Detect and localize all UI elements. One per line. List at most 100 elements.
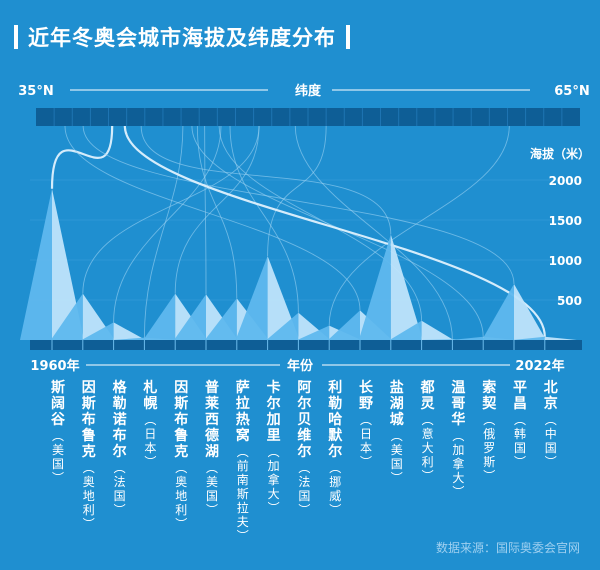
city-name-label: 哥: [451, 396, 465, 412]
city-country-label: ︵: [114, 461, 126, 475]
latitude-link-curve: [82, 125, 515, 285]
altitude-peak-lit: [390, 234, 423, 340]
city-country-label: 利: [83, 503, 95, 517]
city-country-label: 拿: [268, 472, 280, 487]
city-country-label: ︶: [237, 529, 249, 543]
city-country-label: 国: [52, 457, 64, 471]
city-country-label: ︶: [268, 501, 280, 515]
city-name-label: 野: [359, 396, 373, 412]
altitude-tick-label: 2000: [549, 174, 582, 188]
altitude-axis-label: 海拔（米）: [530, 146, 590, 161]
title-left-bar: [14, 25, 18, 49]
city-country-label: 拿: [452, 456, 464, 471]
city-name-label: 长: [359, 379, 374, 396]
city-name-label: 平: [513, 380, 527, 396]
city-country-label: 大: [268, 487, 280, 501]
altitude-peak-lit: [544, 336, 577, 340]
city-country-label: ︵: [206, 461, 218, 475]
year-band: [30, 340, 582, 350]
city-name-label: 契: [481, 395, 497, 412]
city-country-label: ︵: [144, 413, 156, 427]
title-block: 近年冬奥会城市海拔及纬度分布: [14, 24, 350, 50]
city-name-label: 鲁: [173, 427, 188, 444]
altitude-peak-lit: [514, 284, 546, 340]
city-country-label: 斯: [483, 455, 495, 469]
altitude-tick-label: 1500: [549, 214, 582, 228]
title-right-bar: [346, 25, 350, 49]
city-name-label: 利: [328, 379, 342, 396]
city-country-label: 夫: [237, 515, 249, 529]
city-country-label: 美: [206, 475, 218, 489]
city-country-label: ︵: [452, 429, 464, 443]
city-name-label: 尔: [328, 443, 342, 460]
latitude-link-curve: [196, 125, 238, 299]
altitude-peak: [328, 310, 360, 340]
city-country-label: ︶: [545, 455, 557, 469]
city-name-label: 温: [451, 380, 465, 396]
city-name-label: 湖: [390, 396, 404, 412]
city-name-label: 默: [328, 428, 343, 444]
city-name-label: 湖: [205, 444, 219, 460]
city-name-label: 布: [113, 427, 127, 444]
city-country-label: ︶: [83, 517, 95, 531]
city-country-label: ︶: [206, 503, 218, 517]
city-country-label: 日: [144, 427, 156, 441]
latitude-link-curve: [294, 125, 453, 341]
city-name-label: 斯: [174, 395, 188, 412]
altitude-peak: [389, 320, 422, 340]
latitude-max-label: 65°N: [554, 84, 589, 99]
altitude-peak-lit: [52, 188, 84, 340]
city-country-label: ︶: [298, 503, 310, 517]
city-name-label: 格: [113, 379, 128, 396]
altitude-peak-lit: [421, 320, 454, 340]
city-name-label: 布: [82, 411, 96, 428]
year-axis-label: 年份: [287, 358, 314, 374]
city-name-label: 勒: [113, 395, 127, 412]
altitude-peak: [235, 256, 268, 340]
city-name-label: 灵: [421, 396, 436, 412]
city-country-label: 美: [52, 443, 64, 457]
city-name-label: 华: [451, 411, 465, 428]
latitude-link-curve: [174, 125, 260, 294]
city-country-label: 奥: [83, 475, 95, 489]
latitude-link-curve: [229, 125, 299, 313]
city-country-label: 日: [360, 427, 372, 441]
city-country-label: 地: [83, 489, 95, 503]
city-country-label: 斯: [237, 487, 249, 501]
city-name-label: 阔: [51, 395, 65, 412]
city-country-label: ︶: [52, 471, 64, 485]
city-name-label: 维: [297, 427, 311, 444]
altitude-tick-label: 500: [557, 294, 582, 308]
city-name-label: 诺: [113, 411, 127, 428]
city-name-label: 布: [174, 411, 188, 428]
city-name-label: 鲁: [81, 427, 96, 444]
city-name-label: 因: [174, 380, 188, 396]
city-country-label: 中: [545, 426, 557, 441]
city-country-label: 奥: [175, 475, 187, 489]
city-country-label: ︶: [391, 471, 403, 485]
latitude-link-curve: [140, 125, 392, 235]
city-country-label: ︵: [298, 461, 310, 475]
latitude-link-curve: [50, 125, 114, 189]
city-name-label: 莱: [205, 395, 219, 412]
city-name-label: 谷: [51, 412, 66, 428]
city-country-label: ︶: [452, 485, 464, 499]
city-name-label: 尔: [297, 395, 311, 412]
city-country-label: ︵: [391, 429, 403, 443]
city-country-label: ︵: [175, 461, 187, 475]
source-note: 数据来源：国际奥委会官网: [435, 541, 580, 555]
altitude-peak: [112, 337, 145, 340]
chart-title: 近年冬奥会城市海拔及纬度分布: [28, 26, 336, 50]
latitude-link-curve: [82, 125, 260, 294]
city-name-label: 尔: [297, 443, 311, 460]
city-country-label: 挪: [329, 475, 341, 489]
city-name-label: 窝: [236, 427, 250, 444]
city-name-label: 克: [82, 443, 96, 460]
city-name-label: 都: [420, 380, 435, 396]
city-country-label: ︶: [114, 503, 126, 517]
city-country-label: 国: [114, 489, 126, 503]
city-name-label: 克: [174, 443, 188, 460]
city-country-label: ︵: [83, 461, 95, 475]
city-name-label: 城: [390, 411, 404, 428]
